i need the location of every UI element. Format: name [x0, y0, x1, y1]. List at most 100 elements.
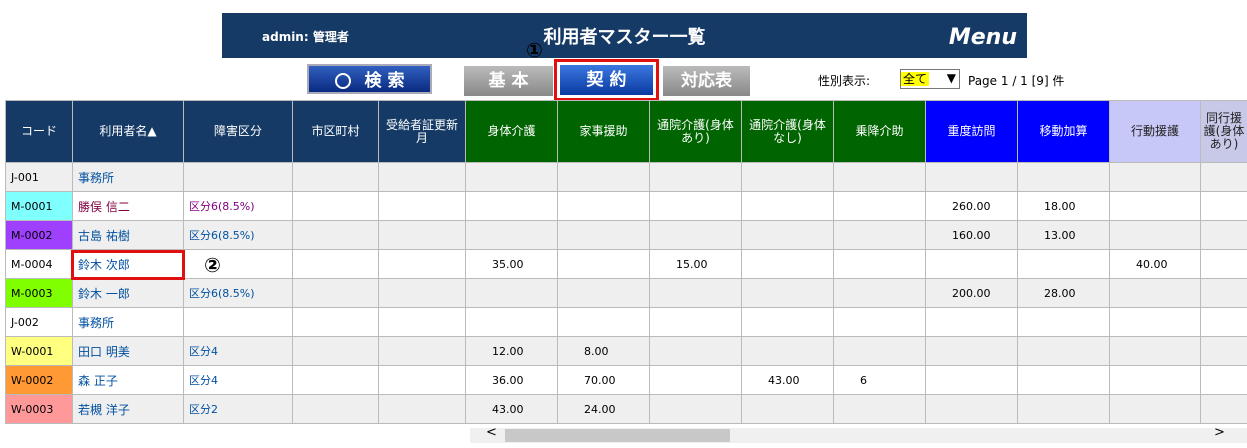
cell: 35.00: [465, 249, 558, 279]
code-cell: W-0001: [5, 336, 73, 366]
cell: 13.00: [1017, 220, 1110, 250]
cell: [741, 278, 834, 308]
cell: [833, 249, 926, 279]
scroll-right[interactable]: >: [1214, 425, 1225, 440]
cell: [183, 249, 293, 279]
scroll-thumb[interactable]: [505, 429, 730, 442]
marker: ②: [204, 253, 221, 277]
cell: [833, 220, 926, 250]
cell: [557, 191, 650, 221]
cell: 区分4: [183, 365, 293, 395]
cell: 36.00: [465, 365, 558, 395]
cell: [1017, 394, 1110, 424]
cell: [557, 162, 650, 192]
cell: [292, 394, 379, 424]
cell: [465, 307, 558, 337]
row: W-0003 若槻 洋子 区分2 43.00 24.00: [5, 394, 1247, 424]
tab[interactable]: 基 本: [464, 66, 553, 96]
code-cell: W-0003: [5, 394, 73, 424]
cell: [925, 336, 1018, 366]
cell: [557, 249, 650, 279]
name-cell: 森 正子: [72, 365, 184, 395]
cell: [378, 220, 466, 250]
name-cell: 鈴木 一郎: [72, 278, 184, 308]
cell: [1109, 191, 1201, 221]
cell: [741, 394, 834, 424]
cell: [557, 307, 650, 337]
column-header: 乗降介助: [833, 100, 926, 163]
cell: [378, 249, 466, 279]
cell: 8.00: [557, 336, 650, 366]
cell: [1109, 365, 1201, 395]
row: M-0003 鈴木 一郎 区分6(8.5%) 200.00 28.00: [5, 278, 1247, 308]
row: J-001 事務所: [5, 162, 1247, 192]
gender-select[interactable]: 全て ▼: [900, 69, 960, 89]
cell: [378, 191, 466, 221]
cell: [925, 162, 1018, 192]
cell: 24.00: [557, 394, 650, 424]
cell: [292, 365, 379, 395]
cell: [1109, 394, 1201, 424]
cell: [465, 278, 558, 308]
cell: 40.00: [1109, 249, 1201, 279]
cell: [292, 220, 379, 250]
gender-label: 性別表示:: [818, 74, 871, 88]
code-cell: M-0002: [5, 220, 73, 250]
cell: 28.00: [1017, 278, 1110, 308]
menu[interactable]: Menu: [948, 25, 1017, 50]
cell: [1200, 220, 1247, 250]
cell: [1200, 394, 1247, 424]
code-cell: J-001: [5, 162, 73, 192]
column-header: 重度訪問: [925, 100, 1018, 163]
cell: [1017, 365, 1110, 395]
cell: [557, 278, 650, 308]
name-cell: 鈴木 次郎: [72, 249, 184, 279]
marker: ①: [526, 38, 543, 62]
search-label: 検 索: [364, 71, 405, 91]
cell: [649, 365, 742, 395]
cell: [1109, 336, 1201, 366]
cell: [925, 365, 1018, 395]
cell: [1200, 365, 1247, 395]
cell: 区分6(8.5%): [183, 220, 293, 250]
cell: [292, 307, 379, 337]
cell: 200.00: [925, 278, 1018, 308]
column-header: 利用者名▲: [72, 100, 184, 163]
cell: 70.00: [557, 365, 650, 395]
code-cell: W-0002: [5, 365, 73, 395]
cell: 15.00: [649, 249, 742, 279]
cell: [649, 162, 742, 192]
cell: [378, 336, 466, 366]
cell: [1017, 162, 1110, 192]
column-header: 障害区分: [183, 100, 293, 163]
scroll-left[interactable]: <: [486, 425, 497, 440]
cell: [1200, 162, 1247, 192]
row: J-002 事務所: [5, 307, 1247, 337]
tab[interactable]: 対応表: [663, 66, 750, 96]
cell: [465, 162, 558, 192]
cell: [833, 162, 926, 192]
cell: [649, 278, 742, 308]
column-header: 行動援護: [1109, 100, 1201, 163]
cell: [1109, 220, 1201, 250]
cell: [741, 220, 834, 250]
cell: [183, 307, 293, 337]
search-button[interactable]: 検 索: [307, 64, 432, 94]
scrollbar[interactable]: < >: [470, 425, 1247, 443]
cell: [649, 220, 742, 250]
cell: [465, 191, 558, 221]
cell: [741, 162, 834, 192]
cell: [833, 336, 926, 366]
cell: [1200, 191, 1247, 221]
cell: [741, 249, 834, 279]
pagination: Page 1 / 1 [9] 件: [968, 74, 1065, 88]
cell: [925, 394, 1018, 424]
row: M-0001 勝俣 信二 区分6(8.5%) 260.00 18.00: [5, 191, 1247, 221]
cell: [1109, 162, 1201, 192]
tab-active[interactable]: 契 約: [560, 65, 653, 95]
title: 利用者マスター一覧: [543, 27, 706, 48]
cell: [925, 307, 1018, 337]
cell: [741, 191, 834, 221]
cell: [741, 336, 834, 366]
row: W-0002 森 正子 区分4 36.00 70.00 43.00 6: [5, 365, 1247, 395]
